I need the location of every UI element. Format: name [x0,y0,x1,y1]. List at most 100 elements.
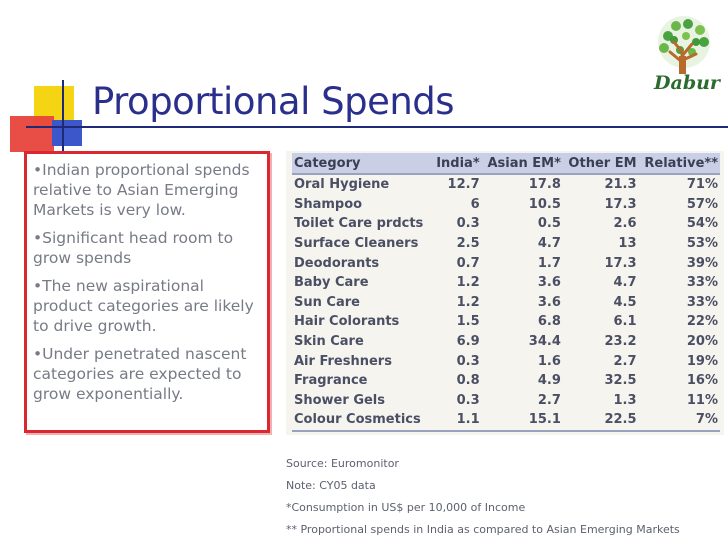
value-cell: 0.5 [537,216,561,232]
table-row: Oral Hygiene 12.7 17.8 21.3 71% [292,174,720,195]
tree-logo-icon [658,16,710,74]
value-cell: 21.3 [604,177,637,193]
table-row: Air Freshners 0.3 1.6 2.7 19% [292,351,720,371]
category-cell: Shampoo [294,196,363,212]
value-cell: 0.8 [456,373,480,389]
value-cell: 33% [686,275,718,291]
value-cell: 3.6 [537,275,561,291]
note-line: Source: Euromonitor [286,457,399,470]
value-cell: 10.5 [528,196,561,212]
column-header: Category [292,153,432,175]
table-row: Fragrance 0.8 4.9 32.5 16% [292,371,720,391]
value-cell: 19% [686,353,718,369]
value-cell: 11% [686,392,718,408]
value-cell: 17.3 [604,196,637,212]
category-cell: Deodorants [294,255,380,271]
value-cell: 0.3 [456,216,480,232]
table-header-row: Category India* Asian EM* Other EM Relat… [292,153,720,175]
column-header: Other EM [562,153,639,175]
spend-table-panel: Category India* Asian EM* Other EM Relat… [286,151,724,435]
value-cell: 23.2 [604,334,637,350]
bullet-item: •The new aspirational product categories… [33,277,254,335]
decor-vertical-line [62,80,64,152]
table-row: Toilet Care prdcts 0.3 0.5 2.6 54% [292,214,720,234]
table-row: Shampoo 6 10.5 17.3 57% [292,195,720,215]
category-cell: Hair Colorants [294,314,400,330]
value-cell: 2.6 [613,216,637,232]
value-cell: 1.5 [456,314,480,330]
category-cell: Oral Hygiene [294,177,390,193]
value-cell: 1.2 [456,275,480,291]
value-cell: 4.5 [613,294,637,310]
title-underline [26,126,728,128]
value-cell: 0.3 [456,392,480,408]
table-row: Shower Gels 0.3 2.7 1.3 11% [292,391,720,411]
value-cell: 6.9 [456,334,480,350]
value-cell: 1.7 [537,255,561,271]
category-cell: Sun Care [294,294,360,310]
value-cell: 71% [686,177,718,193]
category-cell: Skin Care [294,334,364,350]
value-cell: 7% [638,410,720,432]
note-line: ** Proportional spends in India as compa… [286,523,680,536]
category-cell: Toilet Care prdcts [294,216,424,232]
value-cell: 1.1 [431,410,482,432]
table-row: Colour Cosmetics 1.1 15.1 22.5 7% [292,410,720,432]
bullet-item: •Significant head room to grow spends [33,229,234,267]
note-line: Note: CY05 data [286,479,376,492]
value-cell: 13 [618,236,637,252]
column-header: Asian EM* [481,153,563,175]
value-cell: 54% [686,216,718,232]
value-cell: 4.9 [537,373,561,389]
value-cell: 15.1 [481,410,563,432]
value-cell: 6.8 [537,314,561,330]
category-cell: Fragrance [294,373,368,389]
table-row: Hair Colorants 1.5 6.8 6.1 22% [292,312,720,332]
table-row: Surface Cleaners 2.5 4.7 13 53% [292,234,720,254]
value-cell: 1.6 [537,353,561,369]
table-row: Skin Care 6.9 34.4 23.2 20% [292,332,720,352]
value-cell: 17.8 [528,177,561,193]
value-cell: 2.7 [537,392,561,408]
category-cell: Air Freshners [294,353,392,369]
source-notes: Source: Euromonitor Note: CY05 data *Con… [286,453,724,541]
table-row: Deodorants 0.7 1.7 17.3 39% [292,253,720,273]
bullet-item: •Under penetrated nascent categories are… [33,345,247,403]
value-cell: 0.7 [456,255,480,271]
table-row: Baby Care 1.2 3.6 4.7 33% [292,273,720,293]
value-cell: 32.5 [604,373,637,389]
category-cell: Shower Gels [294,392,385,408]
bullet-item: •Indian proportional spends relative to … [33,161,250,219]
value-cell: 1.3 [613,392,637,408]
value-cell: 53% [686,236,718,252]
value-cell: 6.1 [613,314,637,330]
value-cell: 4.7 [613,275,637,291]
value-cell: 20% [686,334,718,350]
table-row: Sun Care 1.2 3.6 4.5 33% [292,293,720,313]
note-line: *Consumption in US$ per 10,000 of Income [286,501,526,514]
value-cell: 4.7 [537,236,561,252]
decor-red-square [10,116,54,152]
value-cell: 1.2 [456,294,480,310]
value-cell: 33% [686,294,718,310]
column-header: India* [431,153,482,175]
value-cell: 22% [686,314,718,330]
value-cell: 2.7 [613,353,637,369]
category-cell: Baby Care [294,275,369,291]
value-cell: 57% [686,196,718,212]
value-cell: 22.5 [562,410,639,432]
value-cell: 2.5 [456,236,480,252]
category-cell: Surface Cleaners [294,236,419,252]
value-cell: 34.4 [528,334,561,350]
spend-table: Category India* Asian EM* Other EM Relat… [292,153,720,432]
value-cell: 17.3 [604,255,637,271]
decor-blue-square [52,120,82,146]
value-cell: 0.3 [456,353,480,369]
value-cell: 39% [686,255,718,271]
slide-title: Proportional Spends [92,80,455,123]
value-cell: 16% [686,373,718,389]
value-cell: 6 [470,196,480,212]
value-cell: 12.7 [447,177,480,193]
bullet-list-box: •Indian proportional spends relative to … [24,151,270,433]
column-header: Relative** [638,153,720,175]
